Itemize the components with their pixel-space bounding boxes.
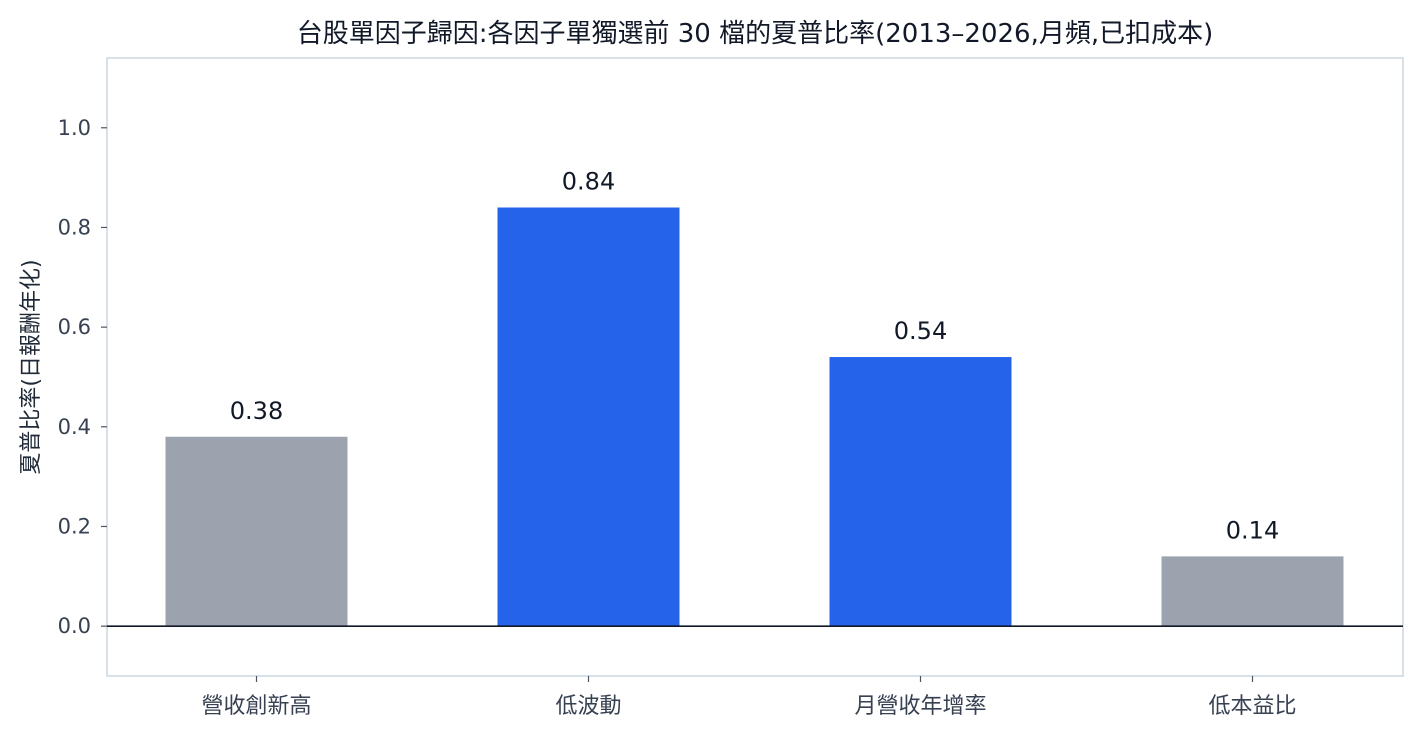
x-tick-label: 月營收年增率 bbox=[854, 694, 986, 719]
y-tick-label: 1.0 bbox=[58, 116, 91, 140]
y-tick-label: 0.6 bbox=[58, 315, 91, 339]
x-tick-label: 低波動 bbox=[555, 694, 621, 719]
bar-4 bbox=[1161, 556, 1344, 627]
x-tick-label: 營收創新高 bbox=[201, 694, 311, 719]
bar-group bbox=[165, 207, 1344, 627]
bar-3 bbox=[829, 357, 1012, 627]
y-tick-label: 0.4 bbox=[58, 415, 91, 439]
x-axis-ticks: 營收創新高 低波動 月營收年增率 低本益比 bbox=[201, 676, 1297, 719]
y-tick-label: 0.2 bbox=[58, 514, 91, 538]
x-tick-label: 低本益比 bbox=[1208, 694, 1296, 719]
bar-value-label: 0.38 bbox=[230, 397, 283, 425]
plot-frame bbox=[106, 57, 1404, 677]
bar-2 bbox=[497, 207, 680, 627]
bar-1 bbox=[165, 436, 348, 627]
chart-title: 台股單因子歸因:各因子單獨選前 30 檔的夏普比率(2013–2026,月頻,已… bbox=[297, 19, 1214, 49]
y-tick-label: 0.0 bbox=[58, 614, 91, 638]
y-axis-ticks: 0.0 0.2 0.4 0.6 0.8 1.0 bbox=[58, 116, 107, 638]
y-tick-label: 0.8 bbox=[58, 215, 91, 239]
y-axis-label: 夏普比率(日報酬年化) bbox=[19, 259, 44, 474]
bar-value-label: 0.54 bbox=[894, 317, 947, 345]
value-label-group: 0.38 0.84 0.54 0.14 bbox=[230, 168, 1279, 545]
bar-value-label: 0.84 bbox=[562, 168, 615, 196]
bar-value-label: 0.14 bbox=[1226, 516, 1279, 544]
